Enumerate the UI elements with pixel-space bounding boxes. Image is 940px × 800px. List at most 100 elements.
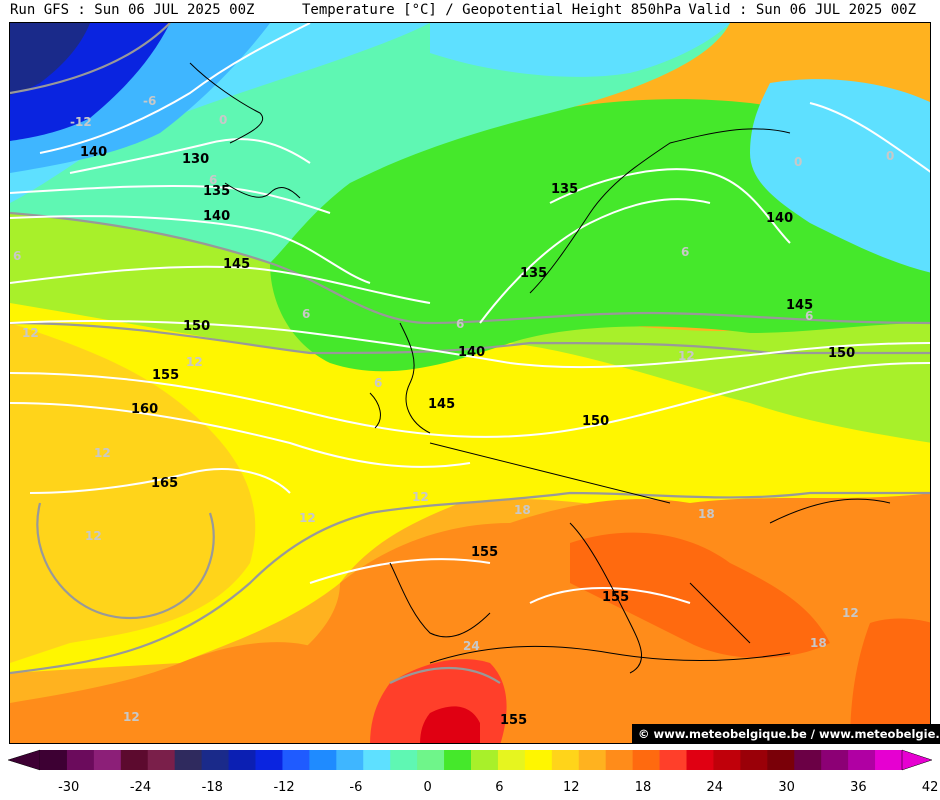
scale-tick-label: -12	[273, 780, 294, 795]
temp-label: 0	[794, 155, 802, 169]
contour-135-scandi	[479, 198, 711, 324]
height-label: 150	[582, 414, 609, 429]
temp-label: 12	[412, 490, 429, 504]
scale-swatch	[201, 750, 230, 770]
color-scale: -30 -24 -18 -12 -6 0 6 12 18 24 30 36 42	[7, 749, 938, 795]
contour-155-iberia	[309, 558, 491, 584]
temp-label: -6	[143, 94, 156, 108]
credit-banner: © www.meteobelgique.be / www.meteobelgie…	[632, 724, 940, 744]
temp-label: 24	[463, 639, 480, 653]
scale-swatch	[255, 750, 283, 770]
black-sea-coast	[769, 498, 891, 524]
contour-150	[10, 320, 930, 369]
temp-label: 6	[805, 309, 813, 323]
field-sahara-dark	[420, 706, 480, 743]
temp-label: 6	[374, 376, 382, 390]
scale-swatch	[821, 750, 849, 770]
temp-label: 12	[299, 511, 316, 525]
temp-label: 12	[85, 529, 102, 543]
isotherm-12-north	[10, 321, 930, 355]
temp-label: 6	[456, 317, 464, 331]
contour-130	[69, 138, 311, 174]
height-label: 150	[183, 319, 210, 334]
scale-swatch	[40, 750, 68, 770]
isotherm-12-atlantic	[36, 502, 215, 619]
field-18-24	[182, 493, 930, 743]
field-cyan-ne	[750, 79, 930, 273]
iberia-coast	[389, 562, 491, 638]
scale-swatch	[632, 750, 661, 770]
scale-tick-label: -6	[349, 780, 362, 795]
scale-tick-label: -18	[202, 780, 223, 795]
scale-tick-label: 30	[778, 780, 795, 795]
temp-label: 12	[123, 710, 140, 724]
temp-label: 6	[681, 245, 689, 259]
temp-label: 6	[13, 249, 21, 263]
contour-155-italy	[529, 587, 691, 604]
height-label: 130	[182, 152, 209, 167]
contour-140-east	[549, 168, 791, 244]
north-africa-coast	[429, 645, 791, 664]
height-label: 135	[520, 266, 547, 281]
continent-coast	[429, 442, 671, 504]
scale-swatch	[444, 750, 472, 770]
temp-label: 12	[22, 326, 39, 340]
field-navy-greenland	[10, 23, 90, 95]
isotherm-minus6	[10, 23, 171, 95]
height-label: 140	[203, 209, 230, 224]
height-label: 155	[471, 545, 498, 560]
scale-right-arrow	[901, 749, 933, 771]
contour-165	[29, 468, 291, 494]
contour-160	[10, 402, 471, 468]
temperature-isolines	[10, 23, 930, 684]
scale-swatch	[659, 750, 687, 770]
height-labels: 140 130 135 140 145 150 155 160 165 135 …	[80, 145, 855, 728]
contour-150-south	[10, 362, 930, 438]
color-scale-ticks: -30 -24 -18 -12 -6 0 6 12 18 24 30 36 42	[58, 780, 938, 795]
temp-label: 0	[886, 149, 894, 163]
height-label: 135	[203, 184, 230, 199]
height-label: 155	[500, 713, 527, 728]
ireland-coast	[369, 392, 381, 429]
scale-tick-label: 18	[635, 780, 652, 795]
temperature-labels: -6 -12 0 6 6 12 12 12 12 12 12 12 6 6 6 …	[13, 94, 894, 724]
temp-label: -12	[70, 115, 92, 129]
contour-ne	[809, 102, 930, 173]
temp-label: 12	[94, 446, 111, 460]
height-label: 160	[131, 402, 158, 417]
scandinavia-coast	[529, 128, 791, 294]
height-contours	[10, 23, 930, 604]
greenland-coast	[189, 62, 263, 144]
height-label: 135	[551, 182, 578, 197]
scale-tick-label: 42	[922, 780, 939, 795]
scale-swatch	[282, 750, 310, 770]
map-canvas: 140 130 135 140 145 150 155 160 165 135 …	[10, 23, 930, 743]
contour-140-nw	[39, 23, 311, 154]
height-label: 145	[428, 397, 455, 412]
height-label: 150	[828, 346, 855, 361]
scale-swatch	[578, 750, 607, 770]
scale-tick-label: 0	[424, 780, 432, 795]
scale-swatch	[605, 750, 634, 770]
height-label: 165	[151, 476, 178, 491]
chart-title: Temperature [°C] / Geopotential Height 8…	[302, 2, 682, 18]
scale-swatch	[848, 750, 876, 770]
scale-swatch	[336, 750, 364, 770]
scale-swatch	[740, 750, 768, 770]
field-cyan-top	[430, 23, 730, 77]
height-label: 155	[152, 368, 179, 383]
temp-label: 0	[219, 113, 227, 127]
scale-left-arrow	[7, 749, 41, 771]
field-east-med	[850, 618, 930, 743]
scale-swatch	[551, 750, 580, 770]
scale-swatch	[794, 750, 822, 770]
contour-135-west	[10, 184, 331, 214]
field-atlantic-warm	[10, 323, 256, 663]
uk-coast	[399, 322, 431, 434]
temp-label: 12	[678, 349, 695, 363]
height-label: 140	[766, 211, 793, 226]
field-balkans	[570, 532, 830, 658]
scale-swatch	[417, 750, 445, 770]
isotherm-24	[389, 667, 501, 684]
scale-tick-label: 36	[850, 780, 867, 795]
